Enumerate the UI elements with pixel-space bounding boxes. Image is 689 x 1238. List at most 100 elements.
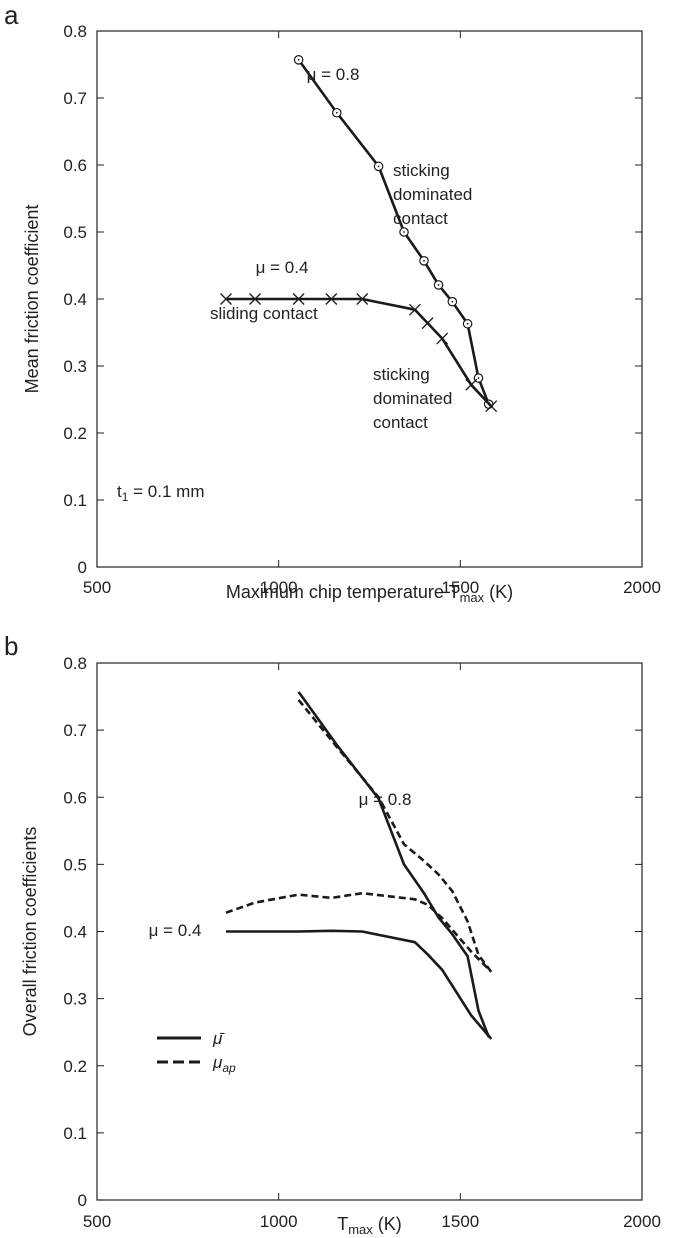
annotation-text: sliding contact: [210, 304, 318, 323]
annotation-rest: = 0.1 mm: [128, 482, 204, 501]
data-point-x: [220, 293, 232, 305]
series-1: [293, 55, 494, 409]
y-tick-label: 0.5: [63, 855, 87, 874]
annotation-text: μ = 0.4: [256, 258, 309, 277]
x-tick-label: 1500: [441, 578, 479, 597]
annotation-text: contact: [373, 413, 428, 432]
annotation: μ = 0.4: [256, 258, 309, 277]
annotation: dominated: [393, 185, 472, 204]
annotation-text: μ = 0.8: [359, 790, 412, 809]
chart-panel-a: a 0 0.1 0.2 0.3 0.4 0.5 0.6 0.7 0.8 500 1000 1500 200…: [4, 0, 661, 605]
annotation: t1 = 0.1 mm: [117, 482, 204, 504]
data-point-dot: [437, 284, 440, 286]
x-tick-label: 500: [83, 1212, 111, 1231]
panel-letter: a: [4, 0, 19, 30]
x-tick-label: 2000: [623, 1212, 661, 1231]
x-tick-label: 500: [83, 578, 111, 597]
x-axis-label-main: Maximum chip temperature T: [226, 582, 460, 602]
data-point-x: [465, 378, 478, 391]
y-tick-label: 0.6: [63, 156, 87, 175]
annotation-text: dominated: [393, 185, 472, 204]
annotation-text: t: [117, 482, 122, 501]
x-tick-label: 1000: [260, 578, 298, 597]
annotation-text: contact: [393, 209, 448, 228]
annotation-text: dominated: [373, 389, 452, 408]
series-line: [225, 891, 493, 973]
y-tick-label: 0.2: [63, 424, 87, 443]
series-line: [226, 297, 493, 408]
x-tick-label: 2000: [623, 578, 661, 597]
data-point-x: [436, 332, 449, 345]
y-tick-label: 0.4: [63, 923, 87, 942]
annotation: μ = 0.8: [307, 65, 360, 84]
series-1: [297, 691, 490, 1038]
x-axis-label-subscript: max: [460, 590, 485, 605]
data-point-x: [325, 293, 338, 305]
annotation: sticking: [393, 161, 450, 180]
annotation: contact: [393, 209, 448, 228]
panel-letter: b: [4, 631, 18, 661]
data-point-x: [408, 303, 421, 316]
annotation-text: μ = 0.8: [307, 65, 360, 84]
series-line: [297, 699, 493, 973]
data-point-dot: [335, 111, 338, 114]
legend-label-text: μ: [212, 1053, 223, 1072]
series-3: [226, 929, 493, 1040]
data-point-dot: [297, 58, 300, 61]
y-tick-label: 0.3: [63, 990, 87, 1009]
y-tick-label: 0.2: [63, 1057, 87, 1076]
data-point-dot: [377, 165, 380, 168]
y-axis-label: Overall friction coefficients: [20, 827, 40, 1037]
x-axis-label-unit: (K): [484, 582, 513, 602]
annotation: μ = 0.8: [359, 790, 412, 809]
x-axis-label-unit: (K): [373, 1214, 402, 1234]
chart-panel-b: b 0 0.1 0.2 0.3 0.4 0.5 0.6 0.7 0.8 500 1000 1500 200…: [4, 631, 661, 1237]
x-tick-label: 1500: [441, 1212, 479, 1231]
annotation-text: sticking: [393, 161, 450, 180]
annotation-text: sticking: [373, 365, 430, 384]
annotation-text: μ = 0.4: [149, 921, 202, 940]
series-line: [297, 59, 490, 405]
y-tick-label: 0.5: [63, 223, 87, 242]
data-point-x: [421, 317, 434, 330]
data-point-x: [249, 293, 262, 305]
series-2: [220, 293, 498, 413]
data-point-dot: [466, 322, 469, 325]
legend-label-text: μ̄: [212, 1029, 225, 1048]
annotation: contact: [373, 413, 428, 432]
legend: μ̄ μap: [157, 1029, 236, 1075]
y-tick-label: 0.1: [63, 491, 87, 510]
x-axis-label-subscript: max: [348, 1222, 373, 1237]
annotation-subscript: 1: [122, 490, 129, 504]
x-axis-label-main: T: [337, 1214, 348, 1234]
y-tick-label: 0.8: [63, 654, 87, 673]
y-tick-label: 0.6: [63, 788, 87, 807]
data-point-dot: [477, 377, 480, 379]
data-point-dot: [451, 300, 454, 303]
y-tick-label: 0.7: [63, 721, 87, 740]
annotation: dominated: [373, 389, 452, 408]
data-point-x: [292, 293, 305, 305]
legend-label-subscript: ap: [222, 1061, 236, 1075]
series-line: [226, 929, 493, 1040]
data-point-dot: [403, 231, 405, 233]
series-line: [297, 691, 490, 1038]
annotation: sticking: [373, 365, 430, 384]
y-tick-label: 0: [78, 1191, 87, 1210]
series-2: [297, 699, 493, 973]
data-point-x: [356, 293, 369, 305]
y-tick-label: 0.3: [63, 357, 87, 376]
legend-label: μ̄: [212, 1029, 225, 1048]
y-tick-label: 0: [78, 558, 87, 577]
y-axis-label: Mean friction coefficient: [22, 205, 42, 394]
y-tick-label: 0.4: [63, 290, 87, 309]
data-point-dot: [423, 259, 425, 262]
series-4: [225, 891, 493, 973]
y-tick-label: 0.1: [63, 1124, 87, 1143]
annotation: sliding contact: [210, 304, 318, 323]
x-axis-label: Tmax (K): [337, 1214, 402, 1237]
y-tick-label: 0.7: [63, 89, 87, 108]
x-tick-label: 1000: [260, 1212, 298, 1231]
x-axis-label: Maximum chip temperature Tmax (K): [226, 582, 513, 605]
